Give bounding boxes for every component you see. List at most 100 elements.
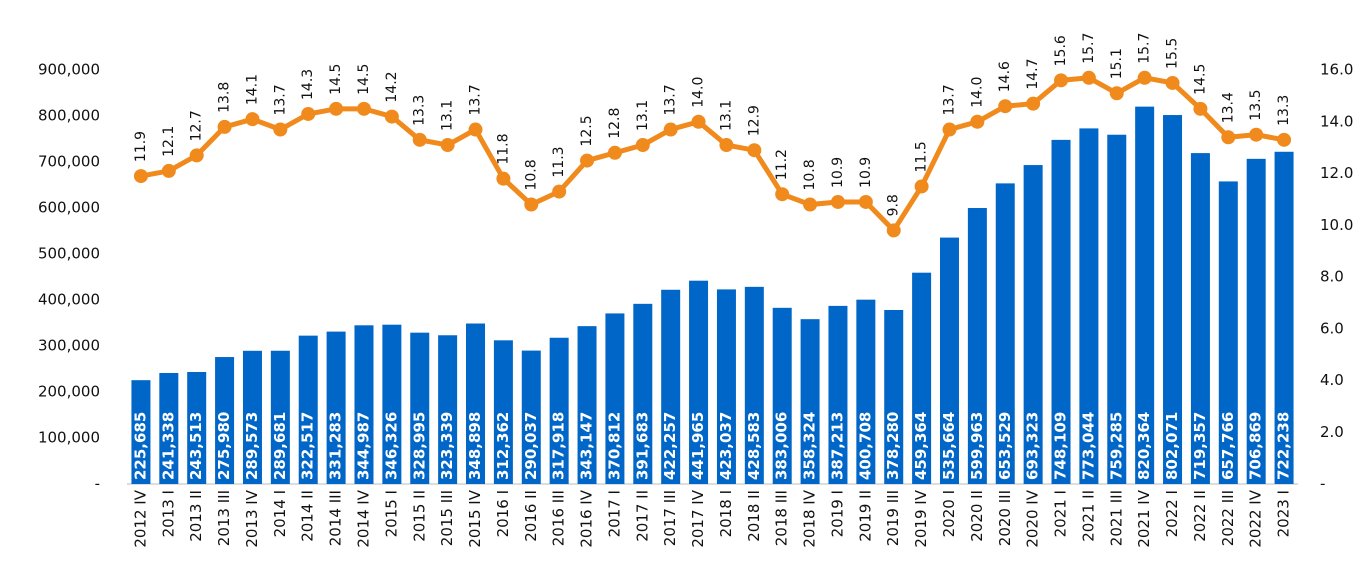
bar-label: 290,037	[522, 412, 540, 480]
bar-label: 706,869	[1247, 412, 1265, 480]
line-label: 11.5	[914, 141, 930, 172]
y-tick-label: 700,000	[38, 153, 100, 171]
line-label: 13.5	[1248, 90, 1264, 121]
x-tick-label: 2022 II	[1191, 490, 1209, 542]
marker	[217, 119, 232, 134]
marker	[245, 112, 260, 127]
x-tick-label: 2022 III	[1219, 490, 1237, 546]
line-label: 11.3	[551, 146, 567, 177]
x-tick-label: 2016 III	[550, 490, 568, 546]
bar-label: 391,683	[633, 412, 651, 480]
x-tick-label: 2013 II	[187, 490, 205, 542]
x-tick-label: 2015 II	[410, 490, 428, 542]
line-label: 13.1	[440, 100, 456, 131]
marker	[942, 122, 957, 137]
bar-label: 599,963	[968, 412, 986, 480]
line-label: 10.8	[523, 159, 539, 190]
line-label: 12.9	[746, 105, 762, 136]
y-tick-label: 900,000	[38, 61, 100, 79]
y-tick-label: 200,000	[38, 383, 100, 401]
marker	[858, 194, 873, 209]
y2-tick-label: -	[1320, 475, 1325, 493]
line-label: 11.8	[495, 134, 511, 165]
x-tick-label: 2012 IV	[131, 489, 149, 547]
y2-tick-label: 12.0	[1320, 164, 1353, 182]
marker	[803, 197, 818, 212]
bar-label: 275,980	[215, 412, 233, 480]
line-label: 14.0	[691, 77, 707, 108]
bar	[382, 324, 402, 484]
line-label: 13.7	[941, 84, 957, 115]
bar-label: 400,708	[856, 412, 874, 480]
x-tick-label: 2021 II	[1079, 490, 1097, 542]
y2-tick-label: 14.0	[1320, 112, 1353, 130]
bar	[716, 289, 736, 484]
line-label: 13.7	[468, 84, 484, 115]
bar	[605, 313, 625, 484]
x-tick-label: 2021 IV	[1135, 489, 1153, 547]
marker	[1109, 86, 1124, 101]
line-label: 10.9	[858, 157, 874, 188]
x-tick-label: 2016 II	[522, 490, 540, 542]
bar	[1051, 139, 1071, 484]
marker	[1026, 96, 1041, 111]
bar	[354, 325, 374, 484]
y-tick-label: 600,000	[38, 199, 100, 217]
marker	[161, 163, 176, 178]
x-tick-label: 2020 II	[968, 490, 986, 542]
bar	[1023, 165, 1043, 485]
marker	[133, 169, 148, 184]
marker	[468, 122, 483, 137]
bar-label: 459,364	[912, 412, 930, 480]
bar	[549, 337, 569, 484]
bar-label: 422,257	[661, 412, 679, 480]
bar-label: 344,987	[354, 412, 372, 480]
bar-label: 378,280	[884, 412, 902, 480]
line-label: 15.6	[1053, 35, 1069, 66]
marker	[1277, 132, 1292, 147]
line-label: 14.3	[300, 69, 316, 100]
y-tick-label: 100,000	[38, 429, 100, 447]
bar	[1246, 158, 1266, 484]
bar	[828, 305, 848, 484]
bar	[159, 372, 179, 484]
bar	[1190, 153, 1210, 485]
bar-label: 243,513	[187, 412, 205, 480]
bar	[939, 237, 959, 484]
marker	[1165, 75, 1180, 90]
marker	[1193, 101, 1208, 116]
x-tick-label: 2020 IV	[1024, 489, 1042, 547]
bar-label: 535,664	[940, 412, 958, 480]
line-label: 13.1	[635, 100, 651, 131]
x-tick-label: 2014 IV	[354, 489, 372, 547]
bar-label: 657,766	[1219, 412, 1237, 480]
x-tick-label: 2019 I	[828, 490, 846, 537]
bar-label: 358,324	[801, 412, 819, 480]
marker	[580, 153, 595, 168]
bar-label: 289,681	[271, 412, 289, 480]
marker	[663, 122, 678, 137]
bar	[1135, 106, 1155, 484]
line-label: 13.7	[272, 84, 288, 115]
bar	[270, 350, 290, 484]
line-label: 15.1	[1109, 48, 1125, 79]
bar-label: 722,238	[1275, 412, 1293, 480]
bar	[995, 183, 1015, 485]
bar-label: 289,573	[243, 412, 261, 480]
line-label: 15.7	[1137, 33, 1153, 64]
marker	[998, 99, 1013, 114]
marker	[496, 171, 511, 186]
line-label: 11.2	[774, 149, 790, 180]
x-tick-label: 2014 I	[271, 490, 289, 537]
x-tick-label: 2018 III	[773, 490, 791, 546]
marker	[552, 184, 567, 199]
marker	[719, 138, 734, 153]
x-tick-label: 2023 I	[1275, 490, 1293, 537]
y-tick-label: 300,000	[38, 337, 100, 355]
bar	[967, 208, 987, 484]
marker	[747, 143, 762, 158]
marker	[607, 145, 622, 160]
line-label: 14.6	[997, 61, 1013, 92]
bar-label: 748,109	[1052, 412, 1070, 480]
y-tick-label: 500,000	[38, 245, 100, 263]
